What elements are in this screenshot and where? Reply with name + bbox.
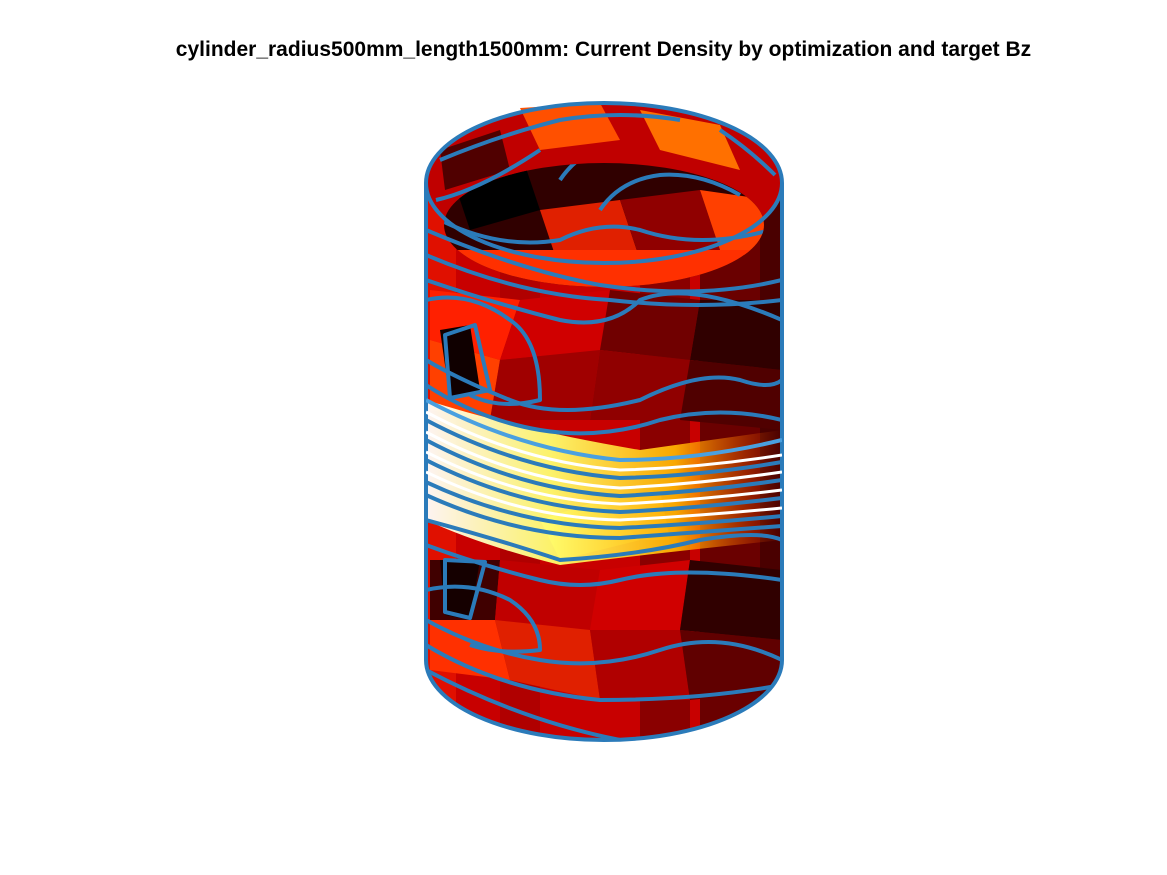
figure-title: cylinder_radius500mm_length1500mm: Curre… xyxy=(175,38,1032,61)
contour-lines xyxy=(424,101,784,742)
